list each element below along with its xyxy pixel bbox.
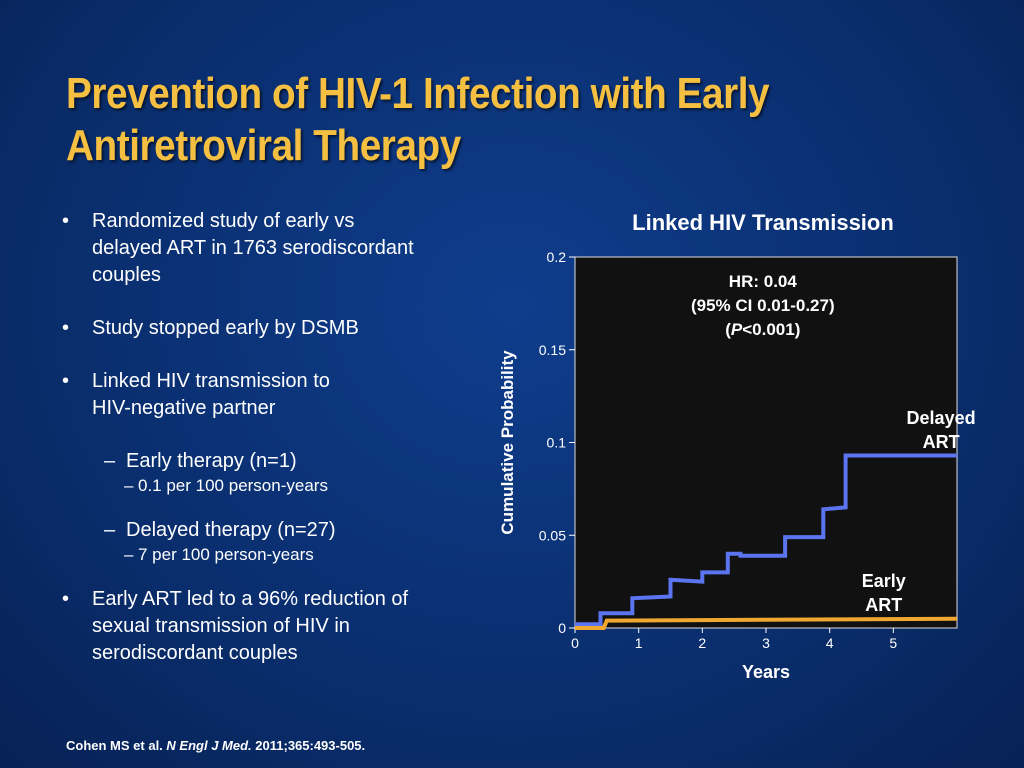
bullet-dot: • <box>62 588 70 610</box>
sub-sub-bullet-delayed-rate: – 7 per 100 person-years <box>62 544 452 566</box>
x-tick-label: 2 <box>698 635 706 651</box>
sub-bullet-delayed-therapy: – Delayed therapy (n=27) <box>62 517 452 544</box>
confidence-interval: (95% CI 0.01-0.27) <box>691 296 835 315</box>
bullet-text: serodiscordant couples <box>92 642 298 664</box>
sub-bullet-dash: – <box>104 519 116 541</box>
sub-bullet-text: Early therapy (n=1) <box>126 450 297 472</box>
x-tick-label: 3 <box>762 635 770 651</box>
bullet-text: Linked HIV transmission to <box>92 370 330 392</box>
sub-bullet-dash: – <box>104 450 116 472</box>
slide-title-line-1: Prevention of HIV-1 Infection with Early <box>66 69 770 118</box>
bullet-text: Randomized study of early vs <box>92 210 355 232</box>
x-axis-ticks: 0 1 2 3 4 5 <box>571 628 897 651</box>
sub-bullet-early-therapy: – Early therapy (n=1) <box>62 448 452 475</box>
bullet-text: sexual transmission of HIV in <box>92 615 350 637</box>
bullet-text: couples <box>92 264 161 286</box>
chart-title: Linked HIV Transmission <box>632 210 894 235</box>
y-tick-label: 0.2 <box>547 249 567 265</box>
x-tick-label: 1 <box>635 635 643 651</box>
citation-ref: 2011;365:493-505. <box>255 738 366 753</box>
bullet-dot: • <box>62 317 70 339</box>
y-tick-label: 0.05 <box>539 527 566 543</box>
series-label-early-art: Early <box>862 571 906 591</box>
sub-sub-bullet-text: 7 per 100 person-years <box>138 545 314 564</box>
p-value-letter: P <box>731 320 743 339</box>
slide-title-line-2: Antiretroviral Therapy <box>66 121 461 170</box>
series-line-early-art <box>575 616 958 630</box>
citation-journal: N Engl J Med. <box>166 738 252 753</box>
bullet-dot: • <box>62 210 70 232</box>
y-tick-label: 0 <box>558 620 566 636</box>
bullet-text: Early ART led to a 96% reduction of <box>92 588 409 610</box>
plot-area <box>574 256 958 629</box>
hr-value: HR: 0.04 <box>729 272 798 291</box>
sub-bullet-text: Delayed therapy (n=27) <box>126 519 336 541</box>
sub-sub-bullet-dash: – <box>124 476 134 495</box>
sub-sub-bullet-text: 0.1 per 100 person-years <box>138 476 328 495</box>
series-line-delayed-art <box>575 453 957 627</box>
bullet-dot: • <box>62 370 70 392</box>
bullet-reduction: • Early ART led to a 96% reduction of se… <box>62 586 452 667</box>
x-tick-label: 5 <box>889 635 897 651</box>
bullet-linked-transmission: • Linked HIV transmission to HIV-negativ… <box>62 368 452 422</box>
citation-authors: Cohen MS et al. <box>66 738 163 753</box>
bullet-stopped-early: • Study stopped early by DSMB <box>62 315 452 342</box>
series-label-delayed-art: ART <box>923 432 960 452</box>
slide-title: Prevention of HIV-1 Infection with Early… <box>66 68 858 172</box>
series-label-early-art: ART <box>865 595 902 615</box>
bullet-study-design: • Randomized study of early vs delayed A… <box>62 208 452 289</box>
bullet-text: delayed ART in 1763 serodiscordant <box>92 237 414 259</box>
p-value-rest: <0.001) <box>742 320 800 339</box>
bullet-list: • Randomized study of early vs delayed A… <box>62 208 452 667</box>
hr-annotation: HR: 0.04 (95% CI 0.01-0.27) (P<0.001) <box>691 272 835 339</box>
x-tick-label: 4 <box>826 635 834 651</box>
series-layer <box>575 453 958 630</box>
y-axis-label: Cumulative Probability <box>498 350 517 535</box>
series-label-delayed-art: Delayed <box>907 408 976 428</box>
x-axis-label: Years <box>742 662 790 682</box>
p-value-open: ( <box>725 320 731 339</box>
series-labels: Delayed ART Early ART <box>862 408 976 615</box>
bullet-text: HIV-negative partner <box>92 397 276 419</box>
sub-sub-bullet-early-rate: – 0.1 per 100 person-years <box>62 475 452 497</box>
chart-linked-hiv-transmission: Linked HIV Transmission 00.050.10.150.2 … <box>498 210 976 682</box>
sub-sub-bullet-dash: – <box>124 545 134 564</box>
citation: Cohen MS et al. N Engl J Med. 2011;365:4… <box>66 738 365 753</box>
y-axis-ticks: 0 0.05 0.1 0.15 0.2 <box>539 249 575 636</box>
x-tick-label: 0 <box>571 635 579 651</box>
y-tick-label: 0.15 <box>539 342 566 358</box>
y-tick-label: 0.1 <box>547 435 567 451</box>
bullet-text: Study stopped early by DSMB <box>92 317 359 339</box>
p-value: (P<0.001) <box>725 320 800 339</box>
